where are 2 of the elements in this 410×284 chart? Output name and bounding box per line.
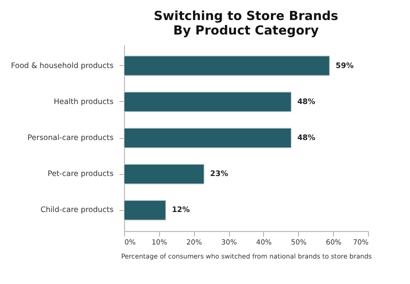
text: Switching to Store Brands <box>154 8 338 23</box>
text: By Product Category <box>173 22 319 38</box>
